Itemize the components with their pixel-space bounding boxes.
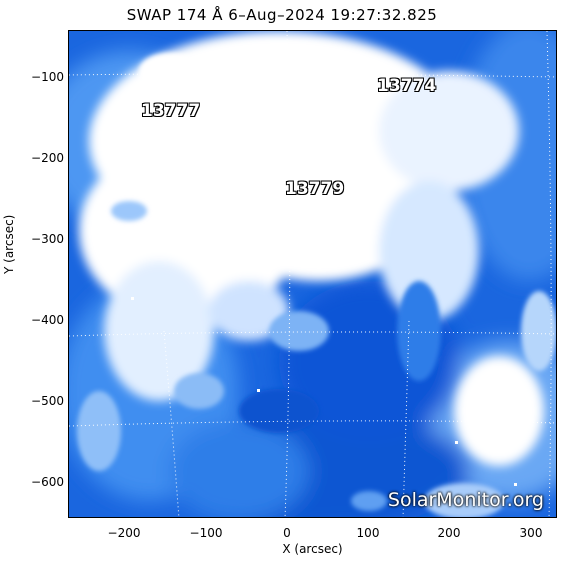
solar-image-panel: 13777 13774 13779 SolarMonitor.org: [68, 30, 557, 518]
y-tick-label: −200: [31, 151, 64, 165]
active-region-label-13774: 13774: [377, 76, 437, 96]
heliographic-grid: [69, 31, 556, 517]
active-region-label-13779: 13779: [285, 179, 345, 199]
x-axis-label: X (arcsec): [282, 542, 343, 556]
active-region-emission: [79, 31, 544, 466]
plot-title: SWAP 174 Å 6–Aug–2024 19:27:32.825: [126, 6, 438, 24]
x-tick-label: −200: [107, 526, 141, 540]
solar-euv-image: [69, 31, 556, 517]
noise-pixels: [131, 297, 517, 486]
x-tick-label: 200: [437, 526, 461, 540]
y-tick-label: −500: [31, 394, 64, 408]
y-tick-label: −600: [31, 475, 64, 489]
loop-features: [77, 53, 556, 517]
solarmonitor-watermark: SolarMonitor.org: [387, 489, 544, 511]
x-tick-label: 0: [283, 526, 291, 540]
x-tick-label: −100: [189, 526, 223, 540]
y-tick-label: −400: [31, 313, 64, 327]
y-tick-label: −100: [31, 70, 64, 84]
y-axis-label: Y (arcsec): [2, 214, 16, 274]
x-tick-label: 300: [519, 526, 543, 540]
x-tick-label: 100: [356, 526, 380, 540]
active-region-label-13777: 13777: [141, 101, 201, 121]
y-tick-label: −300: [31, 232, 64, 246]
